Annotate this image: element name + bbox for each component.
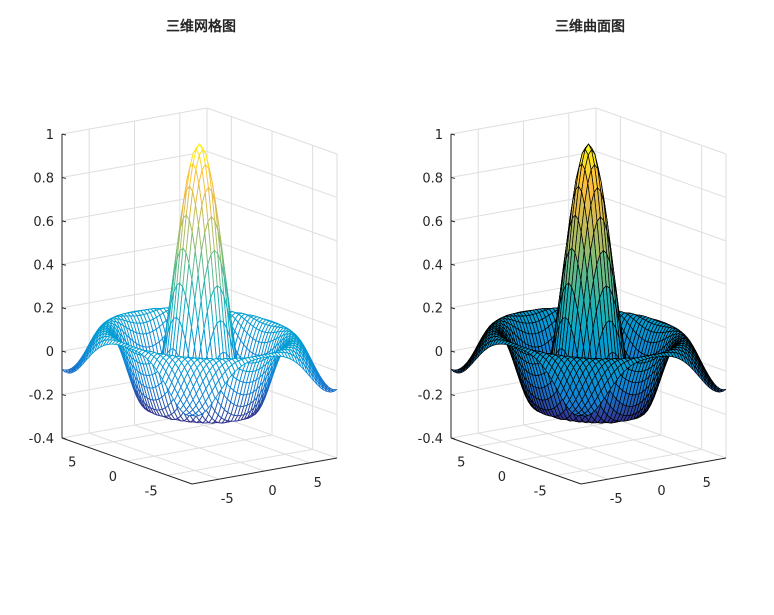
axis-lines — [450, 134, 727, 485]
y-axis-line — [450, 437, 582, 485]
z-tick-label: -0.2 — [29, 389, 54, 404]
y-axis-line — [61, 437, 193, 485]
y-tick-label: 5 — [68, 456, 76, 471]
z-tick-label: 1 — [46, 128, 54, 143]
z-tick-mark — [61, 263, 67, 266]
surface-cell — [577, 414, 585, 417]
z-tick-label: 1 — [435, 128, 443, 143]
x-tick-label: 0 — [657, 484, 665, 499]
tick-labels: -0.4 -0.2 0 0.2 0.4 0.6 0.8 1 -5 0 5 -5 0 5 — [29, 128, 322, 507]
z-tick-label: 0.4 — [33, 258, 54, 273]
z-tick-mark — [450, 176, 456, 179]
y-tick-label: -5 — [534, 484, 547, 499]
z-tick-mark — [61, 394, 67, 397]
surface-plot-title: 三维曲面图 — [555, 18, 625, 35]
z-tick-label: -0.2 — [418, 389, 443, 404]
x-tick-label: -5 — [610, 492, 623, 507]
z-tick-mark — [450, 133, 456, 136]
axis-lines — [61, 134, 338, 485]
x-tick-label: 5 — [314, 476, 322, 491]
z-tick-label: 0.2 — [33, 302, 54, 317]
z-tick-label: 0 — [435, 345, 443, 360]
mesh-plot-title: 三维网格图 — [166, 18, 236, 35]
mesh-axes: 三维网格图 -0.4 -0.2 0 0.2 0.4 0.6 0.8 1 -5 0 5 -5 0 5 — [29, 18, 338, 507]
x-tick-label: 5 — [703, 476, 711, 491]
z-tick-mark — [61, 176, 67, 179]
z-tick-label: -0.4 — [418, 432, 443, 447]
x-tick-label: -5 — [221, 492, 234, 507]
z-tick-mark — [61, 350, 67, 353]
z-tick-mark — [450, 437, 456, 440]
y-tick-label: 0 — [498, 470, 506, 485]
z-tick-mark — [450, 350, 456, 353]
y-tick-label: 0 — [109, 470, 117, 485]
x-axis-line — [191, 457, 338, 485]
z-tick-label: 0.2 — [422, 302, 443, 317]
z-tick-label: -0.4 — [29, 432, 54, 447]
z-tick-label: 0 — [46, 345, 54, 360]
shaded-surface — [450, 143, 727, 424]
z-tick-mark — [61, 133, 67, 136]
z-tick-mark — [450, 263, 456, 266]
mesh-cell — [188, 414, 196, 417]
z-tick-mark — [61, 307, 67, 310]
z-tick-label: 0.8 — [33, 171, 54, 186]
z-tick-mark — [450, 307, 456, 310]
z-tick-mark — [61, 220, 67, 223]
z-tick-mark — [61, 437, 67, 440]
z-tick-mark — [450, 220, 456, 223]
z-tick-mark — [450, 394, 456, 397]
x-axis-line — [580, 457, 727, 485]
z-tick-label: 0.4 — [422, 258, 443, 273]
mesh-surface — [61, 143, 338, 424]
z-tick-label: 0.8 — [422, 171, 443, 186]
z-tick-label: 0.6 — [33, 215, 54, 230]
x-tick-label: 0 — [268, 484, 276, 499]
y-tick-label: 5 — [457, 456, 465, 471]
surface-axes: 三维曲面图 -0.4 -0.2 0 0.2 0.4 0.6 0.8 1 -5 0 5 -5 0 5 — [418, 18, 727, 507]
y-tick-label: -5 — [145, 484, 158, 499]
z-tick-label: 0.6 — [422, 215, 443, 230]
tick-labels: -0.4 -0.2 0 0.2 0.4 0.6 0.8 1 -5 0 5 -5 0 5 — [418, 128, 711, 507]
